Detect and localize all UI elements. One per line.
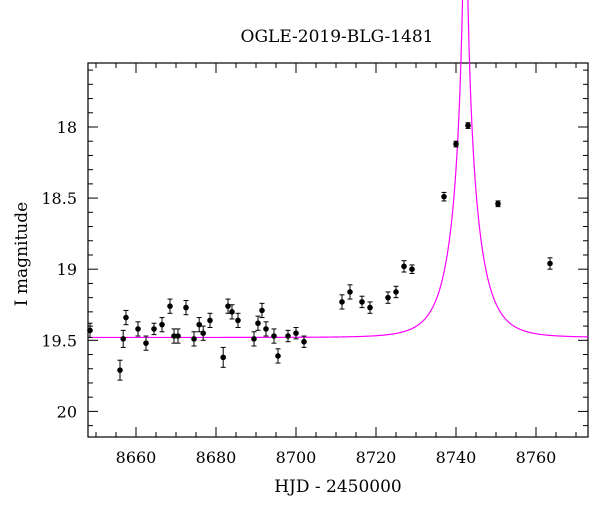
data-point — [123, 314, 129, 321]
axis-ticks — [88, 63, 588, 437]
data-point — [171, 333, 177, 339]
data-point — [207, 317, 213, 324]
data-point — [401, 263, 407, 270]
data-point — [367, 304, 373, 311]
y-axis-label: I magnitude — [12, 202, 32, 306]
data-point — [117, 367, 123, 373]
x-axis-label: HJD - 2450000 — [274, 477, 402, 497]
x-tick-label: 8740 — [436, 448, 477, 467]
data-point — [259, 307, 265, 314]
data-point — [183, 304, 189, 311]
data-point — [175, 333, 181, 339]
data-point — [409, 266, 415, 272]
data-point — [255, 320, 261, 327]
data-point — [235, 317, 241, 324]
x-tick-label: 8700 — [276, 448, 317, 467]
y-tick-label: 18 — [57, 118, 77, 137]
data-point — [229, 309, 235, 315]
data-point — [275, 353, 281, 359]
model-curve — [88, 0, 589, 339]
data-point — [263, 326, 269, 332]
data-point — [495, 200, 501, 207]
data-points — [87, 122, 553, 381]
x-tick-label: 8720 — [356, 448, 397, 467]
data-point — [301, 338, 307, 345]
data-point — [251, 336, 257, 342]
x-tick-label: 8760 — [516, 448, 557, 467]
data-point — [441, 193, 447, 200]
data-point — [220, 354, 226, 361]
data-point — [271, 333, 277, 339]
y-tick-label: 19.5 — [41, 331, 77, 350]
x-tick-label: 8660 — [116, 448, 157, 467]
data-point — [393, 289, 399, 295]
data-point — [225, 303, 231, 309]
data-point — [465, 122, 471, 129]
data-point — [159, 321, 165, 328]
data-point — [453, 141, 459, 147]
data-point — [151, 326, 157, 332]
y-tick-labels: 18 18.5 19 19.5 20 — [41, 118, 77, 421]
x-tick-label: 8680 — [196, 448, 237, 467]
plot-frame — [87, 62, 589, 438]
data-point — [120, 336, 126, 342]
data-point — [385, 294, 391, 301]
y-tick-label: 18.5 — [41, 189, 77, 208]
data-point — [167, 303, 173, 309]
y-tick-label: 19 — [57, 260, 77, 279]
data-point — [359, 299, 365, 305]
data-point — [87, 327, 93, 334]
data-point — [191, 336, 197, 342]
data-point — [285, 333, 291, 339]
data-point — [339, 299, 345, 305]
model-curve-group — [88, 0, 589, 339]
data-point — [143, 340, 149, 346]
data-point — [135, 326, 141, 332]
data-point — [547, 260, 553, 267]
x-tick-labels: 8660 8680 8700 8720 8740 8760 — [116, 448, 557, 467]
data-point — [347, 289, 353, 295]
chart-title: OGLE-2019-BLG-1481 — [241, 27, 434, 47]
y-tick-label: 20 — [57, 402, 77, 421]
data-point — [200, 330, 206, 336]
data-point — [293, 330, 299, 336]
data-point — [196, 321, 202, 328]
